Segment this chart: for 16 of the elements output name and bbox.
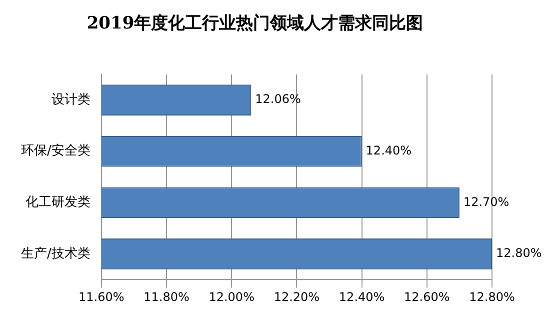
x-tick-label: 11.80% [144, 290, 190, 304]
x-tick-label: 11.60% [78, 290, 124, 304]
x-tick-label: 12.40% [338, 290, 385, 304]
data-label: 12.06% [255, 92, 301, 106]
x-tick-label: 12.00% [208, 290, 254, 304]
y-tick-label: 化工研发类 [25, 195, 90, 210]
y-tick-label: 环保/安全类 [20, 142, 90, 159]
data-label: 12.70% [463, 194, 510, 209]
y-tick-label: 生产/技术类 [20, 246, 90, 262]
data-label: 12.80% [496, 246, 542, 260]
chart-title: 2019年度化工行业热门领域人才需求同比图 [86, 14, 424, 34]
y-tick-label: 设计类 [51, 92, 90, 108]
x-tick-label: 12.60% [404, 290, 450, 304]
data-label: 12.40% [366, 143, 412, 158]
x-tick-label: 12.20% [274, 290, 320, 304]
x-tick-label: 12.80% [469, 290, 515, 304]
